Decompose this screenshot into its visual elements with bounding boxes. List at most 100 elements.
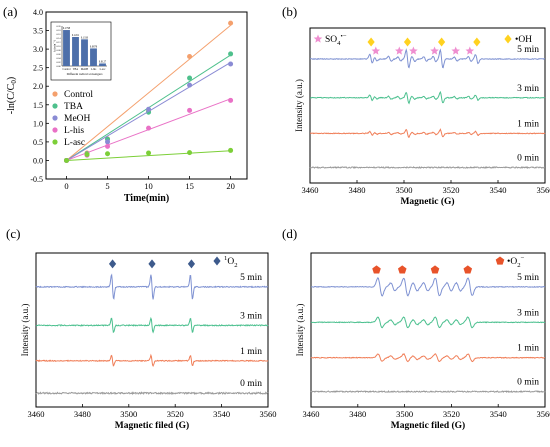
plot-frame bbox=[35, 252, 269, 408]
inset-bar bbox=[72, 36, 79, 66]
x-tick-label: 3480 bbox=[349, 185, 366, 195]
y-axis-label: Intensity (a.u.) bbox=[295, 304, 305, 357]
series-l-asc bbox=[64, 147, 234, 163]
data-point bbox=[187, 75, 193, 81]
inset-category-label: MeOH bbox=[81, 68, 88, 71]
panel-label: (c) bbox=[6, 226, 20, 241]
peak-marker-star bbox=[465, 46, 475, 55]
x-tick-label: 10 bbox=[144, 181, 153, 191]
inset-chart: 0.00 0.02 0.04 0.06 0.08 0.10 0.12 0.14 0.16 0.18… bbox=[50, 21, 112, 81]
series-label: 3 min bbox=[240, 311, 262, 321]
legend-marker bbox=[52, 91, 58, 97]
data-point bbox=[105, 151, 111, 157]
panel-label: (d) bbox=[282, 226, 297, 241]
y-axis-label: Intensity (a.u.) bbox=[294, 79, 304, 132]
plot-frame bbox=[310, 252, 546, 408]
peak-marker-star bbox=[409, 46, 418, 55]
inset-y-tick-label: 0.10 bbox=[56, 46, 61, 48]
inset-category-label: L-his bbox=[91, 68, 96, 71]
x-tick-label: 0 bbox=[64, 181, 68, 191]
legend-label: SO4•− bbox=[325, 33, 347, 47]
panel-c: (c) 3460 3480 3500 3520 3540 3560 Magnetic file… bbox=[6, 226, 277, 431]
series-5-min: 5 min bbox=[310, 265, 546, 297]
data-point bbox=[228, 61, 234, 67]
legend-label: •OH bbox=[515, 35, 532, 45]
x-axis-label: Time(min) bbox=[124, 193, 169, 204]
series-label: 3 min bbox=[517, 84, 539, 94]
y-tick-label: -0.5 bbox=[30, 175, 43, 184]
legend-marker-star bbox=[313, 34, 323, 43]
inset-value-label: 0.0878 bbox=[90, 45, 98, 48]
inset-y-tick-label: 0.12 bbox=[56, 42, 61, 44]
legend-label-part: •OH bbox=[515, 35, 532, 45]
spectrum-line bbox=[310, 316, 546, 329]
y-axis-label-part: ) bbox=[6, 77, 17, 80]
peak-marker-star bbox=[451, 46, 460, 55]
series-5-min: 5 min bbox=[35, 259, 269, 300]
x-tick-label: 3560 bbox=[537, 409, 550, 419]
x-tick-label: 3540 bbox=[490, 185, 507, 195]
inset-y-tick-label: 0.08 bbox=[56, 50, 61, 52]
legend-marker-pentagon bbox=[495, 256, 505, 265]
x-tick-label: 3460 bbox=[28, 409, 45, 419]
series-label: 5 min bbox=[517, 45, 539, 55]
x-tick-label: 3500 bbox=[120, 409, 137, 419]
x-tick-label: 3540 bbox=[213, 409, 230, 419]
series-label: 0 min bbox=[517, 154, 539, 164]
series-0-min: 0 min bbox=[310, 378, 546, 394]
data-point bbox=[187, 107, 193, 113]
inset-value-label: 0.1451 bbox=[72, 34, 80, 37]
spectrum-line bbox=[310, 389, 546, 394]
legend-marker bbox=[52, 127, 58, 133]
y-tick-label: 0.0 bbox=[33, 156, 43, 165]
fit-line bbox=[66, 150, 231, 161]
inset-bar bbox=[90, 48, 97, 66]
spectrum-line bbox=[309, 165, 546, 169]
peak-marker-pentagon bbox=[397, 265, 407, 274]
panel-d: (d) 3460 3480 3500 3520 3540 3560 Magnetic file… bbox=[282, 226, 550, 431]
peak-marker-pentagon bbox=[372, 265, 381, 274]
legend-label: Control bbox=[64, 90, 93, 100]
series-label: 1 min bbox=[240, 347, 262, 357]
peak-marker-diamond bbox=[187, 259, 196, 269]
inset-y-tick-label: 0.06 bbox=[56, 54, 61, 56]
x-axis-label: Magnetic (G) bbox=[400, 196, 454, 207]
data-point bbox=[228, 97, 234, 103]
spectrum-line bbox=[309, 128, 546, 138]
data-point bbox=[187, 150, 193, 156]
x-tick-label: 3520 bbox=[167, 409, 184, 419]
inset-y-tick-label: 0.14 bbox=[56, 38, 61, 40]
y-tick-label: 4.0 bbox=[33, 8, 43, 17]
inset-value-label: 0.1798 bbox=[63, 27, 71, 30]
spectrum-line bbox=[310, 352, 546, 363]
series-1-min: 1 min bbox=[35, 347, 269, 367]
legend-label: L-asc bbox=[64, 138, 85, 148]
series-label: 5 min bbox=[517, 273, 539, 283]
peak-marker-diamond bbox=[403, 37, 412, 47]
legend-label-part: •− bbox=[340, 33, 346, 40]
data-point bbox=[105, 143, 111, 149]
peak-marker-diamond bbox=[438, 37, 446, 47]
data-point bbox=[228, 20, 234, 26]
inset-category-label: TBA bbox=[73, 68, 78, 71]
series-3-min: 3 min bbox=[310, 308, 546, 329]
data-point bbox=[146, 125, 152, 131]
x-axis-label: Magnetic filed (G) bbox=[115, 420, 189, 431]
inset-category-label: L-asc bbox=[100, 68, 107, 71]
inset-frame bbox=[50, 21, 112, 81]
legend-marker-diamond bbox=[504, 34, 512, 44]
x-tick-label: 20 bbox=[226, 181, 235, 191]
legend-label: MeOH bbox=[64, 114, 91, 124]
legend-marker bbox=[52, 139, 58, 145]
legend-label-part: •O bbox=[507, 257, 517, 267]
data-point bbox=[146, 106, 152, 112]
series-label: 1 min bbox=[517, 344, 539, 354]
peak-marker-pentagon bbox=[463, 265, 473, 274]
series-label: 1 min bbox=[517, 119, 539, 129]
inset-y-tick-label: 0.04 bbox=[56, 58, 61, 60]
series-0-min: 0 min bbox=[35, 379, 269, 396]
legend: SO4•− •OH bbox=[313, 33, 532, 47]
peak-marker-diamond bbox=[148, 259, 156, 269]
series-label: 3 min bbox=[517, 308, 539, 318]
y-axis-label: Intensity (a.u.) bbox=[20, 304, 30, 357]
